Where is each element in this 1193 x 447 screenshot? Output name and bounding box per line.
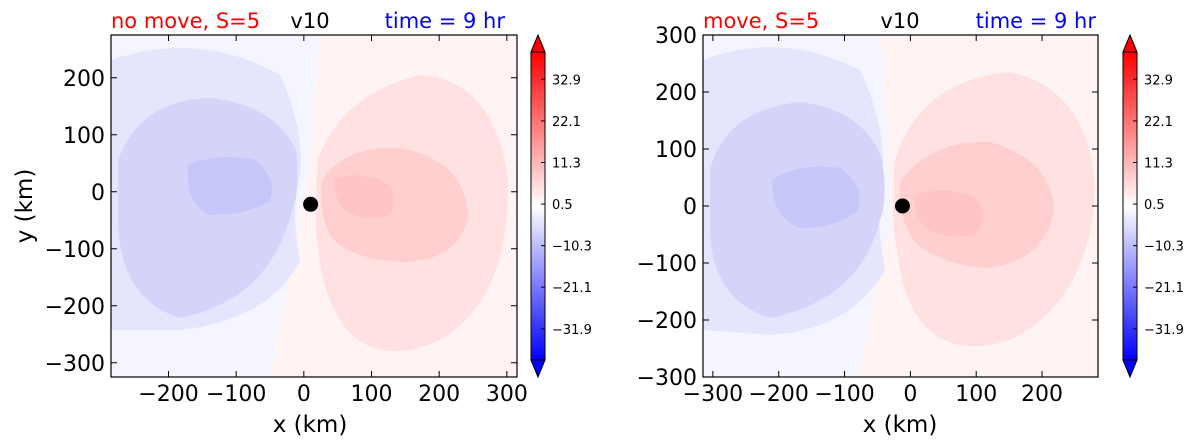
panel1-yticks: −300 −200 −100 0 100 200 [45, 67, 517, 377]
colorbar-tick-label: 11.3 [1144, 156, 1173, 171]
colorbar2-extend-bottom [1122, 359, 1138, 379]
storm-center-marker [894, 198, 910, 214]
colorbar1-extend-bottom [530, 359, 546, 379]
x-tick-label: −200 [138, 382, 198, 407]
colorbar1-bar [530, 51, 546, 361]
x-tick-label: 300 [486, 382, 528, 407]
panel2-title-center: v10 [880, 9, 919, 33]
x-tick-label: 100 [955, 382, 997, 407]
colorbar-tick-label: 0.5 [552, 198, 573, 213]
y-tick-label: −100 [637, 252, 697, 277]
colorbar-tick-label: 0.5 [1144, 198, 1165, 213]
x-tick-label: 200 [418, 382, 460, 407]
y-tick-label: −100 [45, 238, 105, 263]
y-tick-label: −200 [45, 295, 105, 320]
y-tick-label: 100 [655, 138, 697, 163]
y-tick-label: 0 [683, 195, 697, 220]
x-tick-label: 100 [351, 382, 393, 407]
x-tick-label: −100 [814, 382, 874, 407]
panel1-title-center: v10 [290, 9, 329, 33]
x-tick-label: 200 [1021, 382, 1063, 407]
panel2-xlabel: x (km) [863, 412, 938, 438]
colorbar-tick-label: 22.1 [1144, 115, 1173, 130]
colorbar2-bar [1122, 51, 1138, 361]
panel1-positive-peak [334, 175, 394, 219]
colorbar-tick-label: 32.9 [552, 73, 581, 88]
panel2-center-marker [894, 198, 910, 214]
colorbar-tick-label: 32.9 [1144, 73, 1173, 88]
panel1-axes-frame [110, 34, 518, 378]
panel1-center-marker [303, 196, 319, 212]
colorbar-tick-label: −21.1 [1144, 281, 1184, 296]
panel1-xticks: −200 −100 0 100 200 300 [138, 35, 528, 407]
storm-center-marker [303, 196, 319, 212]
panel1-title-left: no move, S=5 [111, 9, 260, 33]
colorbar1-extend-top [530, 33, 546, 53]
y-tick-label: 200 [655, 81, 697, 106]
panel-no-move: no move, S=5 v10 time = 9 hr −200 −100 0 10… [12, 9, 528, 438]
colorbar-tick-label: −10.3 [552, 240, 592, 255]
panel1-negative-core [187, 156, 273, 215]
panel2-title-right: time = 9 hr [976, 9, 1097, 33]
panel2-xticks: −300 −200 −100 0 100 200 [683, 35, 1063, 407]
x-tick-label: 0 [903, 382, 917, 407]
colorbar-tick-label: −31.9 [552, 323, 592, 338]
panel2-yticks: −300 −200 −100 0 100 200 300 [637, 24, 1098, 391]
x-tick-label: −200 [748, 382, 808, 407]
x-tick-label: −300 [683, 382, 743, 407]
x-tick-label: 0 [297, 382, 311, 407]
y-tick-label: 0 [91, 181, 105, 206]
colorbar-1: 32.9 22.1 11.3 0.5 −10.3 −21.1 −31.9 [530, 33, 592, 379]
panel1-xlabel: x (km) [273, 412, 348, 438]
y-tick-label: 100 [63, 124, 105, 149]
y-tick-label: 300 [655, 24, 697, 49]
panel2-title-left: move, S=5 [703, 9, 819, 33]
y-tick-label: −200 [637, 309, 697, 334]
colorbar1-ticks: 32.9 22.1 11.3 0.5 −10.3 −21.1 −31.9 [541, 73, 592, 338]
colorbar-tick-label: 22.1 [552, 115, 581, 130]
panel2-negative-core [772, 166, 860, 228]
panel1-field [111, 35, 517, 377]
panel1-title-right: time = 9 hr [385, 9, 506, 33]
panel1-ylabel: y (km) [12, 169, 38, 244]
x-tick-label: −100 [206, 382, 266, 407]
colorbar2-extend-top [1122, 33, 1138, 53]
panel2-positive-peak [914, 190, 983, 237]
colorbar-tick-label: −10.3 [1144, 240, 1184, 255]
y-tick-label: 200 [63, 67, 105, 92]
y-tick-label: −300 [637, 366, 697, 391]
colorbar-tick-label: −31.9 [1144, 323, 1184, 338]
colorbar-tick-label: −21.1 [552, 281, 592, 296]
colorbar-tick-label: 11.3 [552, 156, 581, 171]
colorbar-2: 32.9 22.1 11.3 0.5 −10.3 −21.1 −31.9 [1122, 33, 1184, 379]
panel-move: move, S=5 v10 time = 9 hr −300 −200 −100 0 1… [637, 9, 1099, 438]
colorbar2-ticks: 32.9 22.1 11.3 0.5 −10.3 −21.1 −31.9 [1133, 73, 1184, 338]
y-tick-label: −300 [45, 352, 105, 377]
